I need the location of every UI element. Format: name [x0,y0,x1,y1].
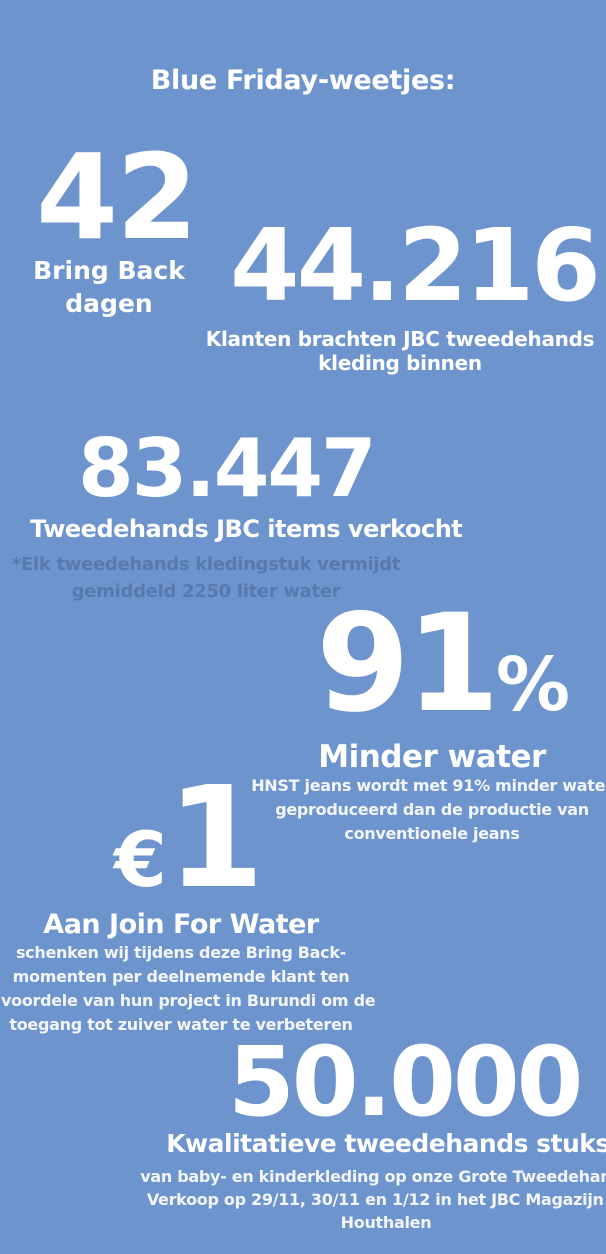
verkocht-value: 83.447 [78,422,377,515]
minder-water-description: HNST jeans wordt met 91% minder water ge… [251,776,606,843]
tweedehands-stuks-label: Kwalitatieve tweedehands stuks [166,1129,606,1158]
tweedehands-stuks-value: 50.000 [228,1026,583,1138]
join-for-water-value: 1 [166,757,264,920]
bring-back-value: 42 [36,128,198,266]
euro-sign: € [114,815,167,904]
klanten-label: Klanten brachten JBC tweedehands kleding… [205,327,595,375]
page-title: Blue Friday-weetjes: [150,65,456,96]
verkocht-footnote: *Elk tweedehands kledingstuk vermijdt ge… [11,554,401,602]
minder-water-label: Minder water [318,739,546,775]
bring-back-label: Bring Back dagen [33,256,185,318]
tweedehands-stuks-description: van baby- en kinderkleding op onze Grote… [140,1167,606,1232]
join-for-water-description: schenken wij tijdens deze Bring Back- mo… [1,943,376,1034]
minder-water-value-row: 91% [316,596,570,731]
minder-water-value: 91 [316,585,500,742]
join-for-water-value-row: €1 [114,769,264,909]
verkocht-label: Tweedehands JBC items verkocht [30,515,463,543]
join-for-water-label: Aan Join For Water [43,909,319,940]
klanten-value: 44.216 [230,207,601,324]
percent-sign: % [495,642,571,728]
